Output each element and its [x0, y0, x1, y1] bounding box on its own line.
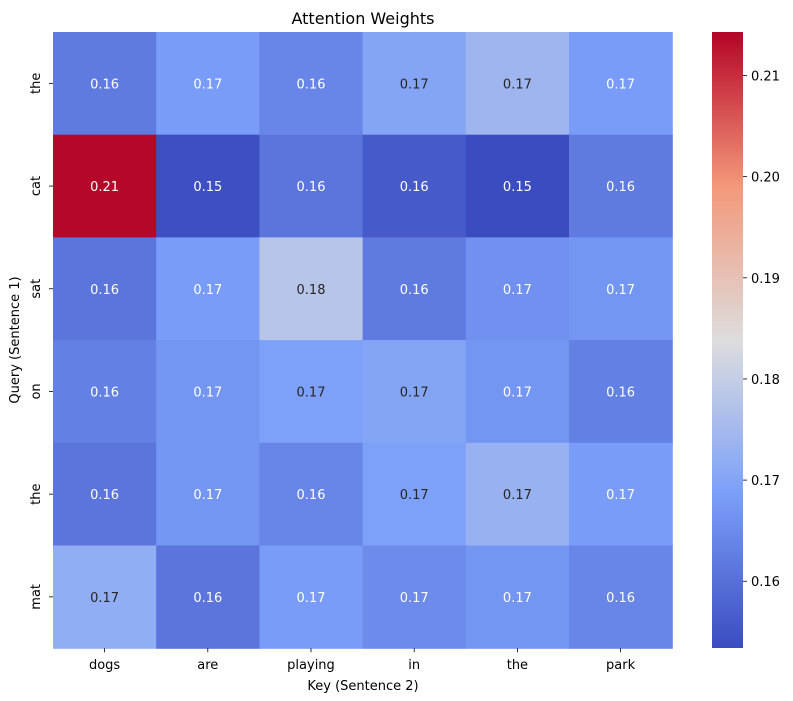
heatmap-cell [53, 442, 157, 547]
cell-annotation: 0.17 [400, 385, 429, 400]
heatmap-cell [259, 237, 364, 341]
colorbar-tick-label: 0.20 [751, 171, 780, 186]
cell-annotation: 0.16 [90, 488, 119, 503]
cell-annotation: 0.15 [193, 180, 222, 195]
heatmap-cell [465, 340, 570, 444]
heatmap-cell [259, 442, 364, 547]
y-tick-label: the [29, 73, 44, 94]
heatmap-cell [569, 442, 673, 547]
cell-annotation: 0.18 [297, 283, 326, 298]
cell-annotation: 0.17 [193, 283, 222, 298]
cell-annotation: 0.16 [193, 591, 222, 606]
heatmap-cell [569, 237, 673, 341]
cell-annotation: 0.17 [400, 77, 429, 92]
heatmap-cell [156, 32, 260, 136]
heatmap-cell [53, 237, 157, 341]
x-tick-label: are [197, 658, 218, 673]
x-axis-ticks: dogs are playing in the park [89, 648, 636, 673]
x-tick-label: playing [287, 658, 335, 673]
heatmap-cell [465, 545, 570, 649]
cell-annotation: 0.17 [503, 591, 532, 606]
heatmap-cell [569, 134, 673, 238]
heatmap-cell [156, 134, 260, 238]
y-tick-label: the [29, 483, 44, 504]
cell-annotation: 0.16 [297, 488, 326, 503]
colorbar-tick-label: 0.17 [751, 474, 780, 489]
cell-annotation: 0.17 [606, 283, 635, 298]
heatmap-cell [259, 32, 364, 136]
cell-annotation: 0.15 [503, 180, 532, 195]
heatmap-cells: 0.16 0.17 0.16 0.17 0.17 0.17 0.21 0.15 0.16 0.16… [53, 32, 673, 649]
heatmap-cell [465, 442, 570, 547]
x-tick-label: in [408, 658, 420, 673]
colorbar-tick-label: 0.18 [751, 373, 780, 388]
x-axis-label: Key (Sentence 2) [307, 679, 418, 694]
y-tick-label: sat [29, 279, 44, 299]
y-tick-label: cat [29, 176, 44, 196]
cell-annotation: 0.17 [297, 591, 326, 606]
heatmap-cell [156, 340, 260, 444]
cell-annotation: 0.17 [400, 488, 429, 503]
cell-annotation: 0.17 [503, 385, 532, 400]
cell-annotation: 0.17 [400, 591, 429, 606]
cell-annotation: 0.21 [90, 180, 119, 195]
colorbar [712, 32, 743, 648]
colorbar-ticks: 0.16 0.17 0.18 0.19 0.20 0.21 [743, 69, 780, 590]
heatmap-cell [362, 340, 467, 444]
heatmap-cell [53, 340, 157, 444]
x-tick-label: park [606, 658, 636, 673]
heatmap-cell [569, 340, 673, 444]
cell-annotation: 0.16 [297, 77, 326, 92]
heatmap-cell [156, 442, 260, 547]
cell-annotation: 0.16 [90, 283, 119, 298]
y-tick-label: on [29, 383, 44, 399]
y-axis-label: Query (Sentence 1) [8, 276, 23, 403]
x-tick-label: the [507, 658, 528, 673]
cell-annotation: 0.17 [503, 488, 532, 503]
cell-annotation: 0.17 [193, 77, 222, 92]
y-axis-ticks: the cat sat on the mat [29, 73, 53, 610]
heatmap-cell [259, 545, 364, 649]
cell-annotation: 0.16 [606, 591, 635, 606]
heatmap-cell [465, 237, 570, 341]
heatmap-cell [569, 32, 673, 136]
x-tick-label: dogs [89, 658, 120, 673]
cell-annotation: 0.17 [193, 488, 222, 503]
cell-annotation: 0.17 [193, 385, 222, 400]
chart-title: Attention Weights [291, 9, 434, 28]
heatmap-cell [362, 545, 467, 649]
cell-annotation: 0.17 [606, 488, 635, 503]
heatmap-cell [465, 134, 570, 238]
colorbar-tick-label: 0.21 [751, 69, 780, 84]
heatmap-cell [465, 32, 570, 136]
cell-annotation: 0.17 [606, 77, 635, 92]
cell-annotation: 0.17 [503, 283, 532, 298]
cell-annotation: 0.16 [606, 385, 635, 400]
heatmap-cell [259, 340, 364, 444]
heatmap-cell [362, 442, 467, 547]
heatmap-cell [53, 134, 157, 238]
cell-annotation: 0.16 [90, 77, 119, 92]
cell-annotation: 0.17 [503, 77, 532, 92]
heatmap-cell [362, 32, 467, 136]
cell-annotation: 0.17 [90, 591, 119, 606]
heatmap-cell [53, 545, 157, 649]
cell-annotation: 0.16 [400, 180, 429, 195]
heatmap-cell [362, 134, 467, 238]
heatmap-cell [569, 545, 673, 649]
cell-annotation: 0.16 [400, 283, 429, 298]
heatmap-cell [156, 237, 260, 341]
heatmap-cell [362, 237, 467, 341]
heatmap-cell [259, 134, 364, 238]
colorbar-tick-label: 0.19 [751, 272, 780, 287]
cell-annotation: 0.16 [606, 180, 635, 195]
cell-annotation: 0.16 [90, 385, 119, 400]
colorbar-tick-label: 0.16 [751, 575, 780, 590]
heatmap-cell [53, 32, 157, 136]
cell-annotation: 0.17 [297, 385, 326, 400]
heatmap-cell [156, 545, 260, 649]
cell-annotation: 0.16 [297, 180, 326, 195]
y-tick-label: mat [29, 584, 44, 610]
